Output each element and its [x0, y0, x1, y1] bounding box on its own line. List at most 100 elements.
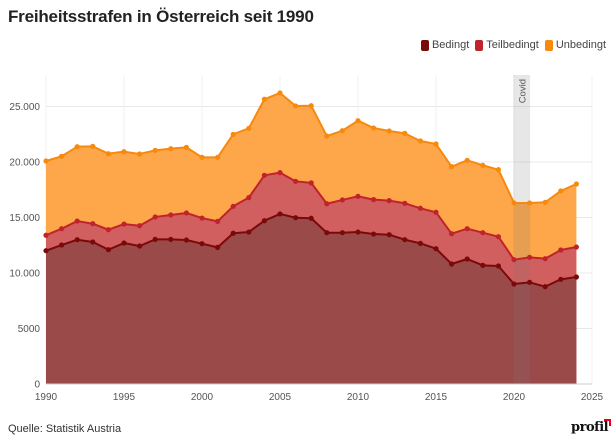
- data-point-bedingt: [386, 232, 392, 238]
- data-point-bedingt: [308, 215, 314, 221]
- data-point-unbedingt: [449, 164, 455, 170]
- data-point-bedingt: [573, 274, 580, 280]
- data-point-teilbedingt: [495, 234, 501, 240]
- legend-swatch-teilbedingt: [475, 39, 484, 51]
- data-point-bedingt: [199, 241, 205, 247]
- y-tick-label: 0: [34, 380, 40, 391]
- data-point-teilbedingt: [402, 200, 408, 206]
- data-point-bedingt: [402, 237, 408, 243]
- data-point-unbedingt: [511, 200, 517, 206]
- data-point-unbedingt: [215, 154, 221, 160]
- data-point-unbedingt: [371, 125, 377, 131]
- data-point-teilbedingt: [90, 221, 96, 227]
- data-point-bedingt: [480, 262, 486, 268]
- data-point-teilbedingt: [339, 197, 345, 203]
- data-point-bedingt: [277, 211, 283, 217]
- logo-corner-mark: [604, 419, 611, 426]
- data-point-teilbedingt: [527, 254, 533, 260]
- x-tick-label: 1995: [113, 392, 136, 403]
- data-point-teilbedingt: [511, 257, 517, 263]
- data-point-unbedingt: [542, 199, 548, 205]
- data-point-bedingt: [417, 240, 423, 246]
- data-point-teilbedingt: [199, 215, 205, 221]
- data-point-bedingt: [230, 230, 236, 236]
- data-point-teilbedingt: [480, 230, 486, 236]
- data-point-bedingt: [542, 284, 548, 290]
- data-point-unbedingt: [74, 144, 80, 150]
- data-point-unbedingt: [308, 103, 314, 109]
- data-point-bedingt: [261, 218, 267, 224]
- data-point-bedingt: [464, 256, 470, 262]
- data-point-bedingt: [137, 243, 143, 249]
- data-point-teilbedingt: [308, 180, 314, 186]
- data-point-bedingt: [183, 237, 189, 243]
- data-point-unbedingt: [90, 143, 96, 149]
- data-point-unbedingt: [277, 90, 283, 96]
- data-point-bedingt: [293, 215, 299, 221]
- data-point-teilbedingt: [183, 210, 189, 216]
- data-point-unbedingt: [527, 200, 533, 206]
- data-point-teilbedingt: [246, 195, 252, 201]
- data-point-unbedingt: [105, 151, 111, 157]
- data-point-teilbedingt: [137, 223, 143, 229]
- data-point-unbedingt: [137, 151, 143, 157]
- data-point-unbedingt: [168, 146, 174, 152]
- data-point-teilbedingt: [293, 178, 299, 184]
- data-point-teilbedingt: [558, 247, 564, 253]
- data-point-unbedingt: [293, 103, 299, 109]
- data-point-teilbedingt: [215, 218, 221, 224]
- data-point-teilbedingt: [386, 198, 392, 204]
- source-note: Quelle: Statistik Austria: [8, 423, 122, 435]
- data-point-teilbedingt: [74, 218, 80, 224]
- data-point-bedingt: [339, 230, 345, 236]
- x-tick-label: 2010: [347, 392, 370, 403]
- data-point-bedingt: [433, 246, 439, 252]
- data-point-bedingt: [324, 230, 330, 236]
- covid-band: [513, 75, 531, 384]
- x-tick-label: 2025: [581, 392, 604, 403]
- data-point-teilbedingt: [105, 227, 111, 233]
- data-point-unbedingt: [433, 141, 439, 147]
- data-point-bedingt: [495, 263, 501, 269]
- y-tick-label: 5000: [18, 324, 41, 335]
- y-tick-label: 20.000: [9, 158, 40, 169]
- data-point-teilbedingt: [152, 214, 158, 220]
- data-point-bedingt: [168, 236, 174, 242]
- data-point-teilbedingt: [121, 221, 127, 227]
- x-tick-label: 2015: [425, 392, 448, 403]
- y-tick-label: 25.000: [9, 102, 40, 113]
- legend-swatch-bedingt: [420, 39, 429, 51]
- data-point-bedingt: [449, 261, 455, 267]
- data-point-teilbedingt: [449, 231, 455, 237]
- legend-item-bedingt[interactable]: Bedingt: [420, 39, 470, 51]
- data-point-unbedingt: [199, 154, 205, 160]
- legend-label: Bedingt: [431, 39, 470, 51]
- data-point-unbedingt: [152, 147, 158, 153]
- data-point-unbedingt: [464, 157, 470, 163]
- data-point-bedingt: [43, 248, 49, 254]
- data-point-bedingt: [511, 281, 517, 287]
- data-point-teilbedingt: [542, 256, 548, 262]
- data-point-teilbedingt: [277, 170, 283, 176]
- legend-swatch-unbedingt: [544, 39, 553, 51]
- data-point-teilbedingt: [573, 244, 580, 250]
- data-point-teilbedingt: [168, 212, 174, 218]
- legend-item-teilbedingt[interactable]: Teilbedingt: [475, 39, 539, 51]
- data-point-unbedingt: [59, 153, 65, 159]
- data-point-bedingt: [90, 239, 96, 245]
- data-point-unbedingt: [480, 162, 486, 168]
- covid-label: Covid: [517, 79, 528, 103]
- data-point-teilbedingt: [230, 203, 236, 209]
- x-tick-label: 1990: [35, 392, 58, 403]
- data-point-bedingt: [371, 231, 377, 237]
- data-point-teilbedingt: [59, 226, 65, 232]
- data-point-bedingt: [59, 242, 65, 248]
- legend-item-unbedingt[interactable]: Unbedingt: [544, 39, 606, 51]
- data-point-bedingt: [121, 240, 127, 246]
- data-point-bedingt: [246, 229, 252, 235]
- data-point-bedingt: [74, 237, 80, 243]
- data-point-unbedingt: [121, 149, 127, 155]
- data-point-unbedingt: [339, 128, 345, 134]
- data-point-bedingt: [355, 229, 361, 235]
